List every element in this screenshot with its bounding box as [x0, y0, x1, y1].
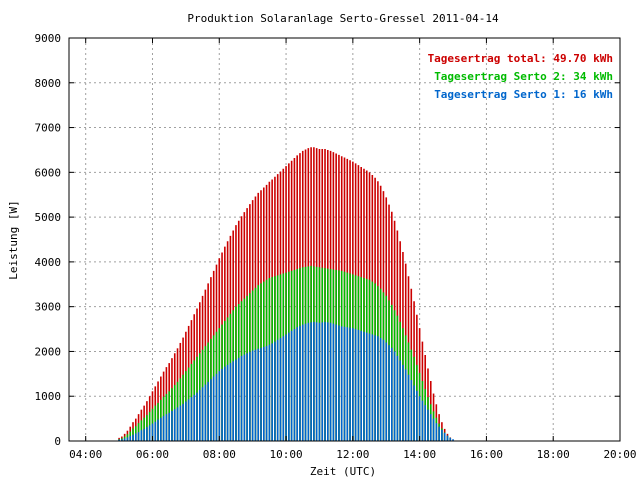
x-tick-label: 16:00 — [470, 448, 503, 461]
y-tick-label: 6000 — [35, 166, 62, 179]
x-tick-label: 20:00 — [603, 448, 636, 461]
chart-title: Produktion Solaranlage Serto-Gressel 201… — [187, 12, 499, 25]
y-tick-label: 4000 — [35, 256, 62, 269]
x-tick-label: 06:00 — [136, 448, 169, 461]
x-tick-label: 10:00 — [269, 448, 302, 461]
x-tick-label: 04:00 — [69, 448, 102, 461]
x-tick-label: 12:00 — [336, 448, 369, 461]
x-axis-label: Zeit (UTC) — [310, 465, 376, 478]
y-tick-label: 3000 — [35, 301, 62, 314]
legend-total: Tagesertrag total: 49.70 kWh — [428, 52, 613, 65]
y-tick-label: 2000 — [35, 345, 62, 358]
x-tick-label: 14:00 — [403, 448, 436, 461]
y-axis-label: Leistung [W] — [7, 200, 20, 279]
axis-ticks: 0 1000 2000 3000 4000 5000 6000 7000 8000 9000 04:… — [35, 32, 637, 461]
y-tick-label: 1000 — [35, 390, 62, 403]
bar-series — [118, 147, 454, 441]
legend-serto-1: Tagesertrag Serto 1: 16 kWh — [434, 88, 613, 101]
y-tick-label: 8000 — [35, 77, 62, 90]
y-tick-label: 9000 — [35, 32, 62, 45]
y-tick-label: 7000 — [35, 122, 62, 135]
y-tick-label: 0 — [54, 435, 61, 448]
x-tick-label: 18:00 — [537, 448, 570, 461]
y-tick-label: 5000 — [35, 211, 62, 224]
plot-area-frame — [68, 37, 621, 442]
x-tick-label: 08:00 — [203, 448, 236, 461]
legend-serto-2: Tagesertrag Serto 2: 34 kWh — [434, 70, 613, 83]
legend: Tagesertrag total: 49.70 kWh Tagesertrag… — [428, 52, 613, 101]
